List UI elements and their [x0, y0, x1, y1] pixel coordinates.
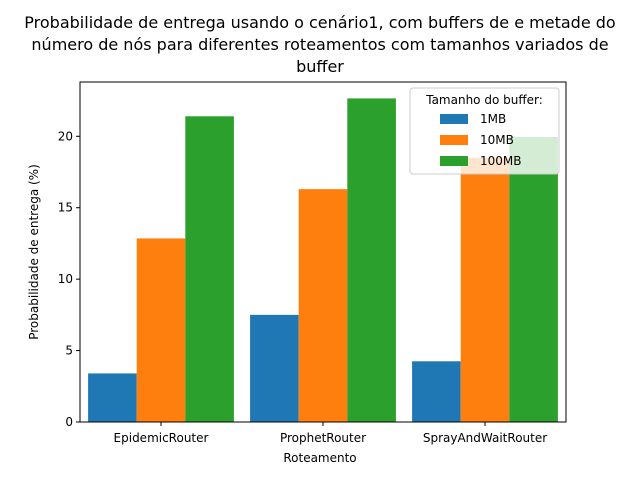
- bar-1MB-ProphetRouter: [250, 314, 299, 422]
- x-tick-label: EpidemicRouter: [114, 431, 209, 445]
- bar-100MB-SprayAndWaitRouter: [509, 137, 558, 422]
- legend-label-10MB: 10MB: [480, 133, 514, 147]
- x-tick-label: SprayAndWaitRouter: [423, 431, 547, 445]
- chart-title-line-2: número de nós para diferentes roteamento…: [31, 35, 608, 54]
- legend-title: Tamanho do buffer:: [425, 93, 543, 107]
- bar-10MB-ProphetRouter: [298, 189, 348, 422]
- legend-swatch-100MB: [440, 156, 468, 166]
- bar-100MB-ProphetRouter: [347, 98, 396, 422]
- bar-10MB-SprayAndWaitRouter: [460, 157, 510, 422]
- legend: Tamanho do buffer: 1MB 10MB 100MB: [409, 87, 560, 175]
- legend-label-100MB: 100MB: [480, 154, 522, 168]
- x-tick-label: ProphetRouter: [280, 431, 366, 445]
- bar-1MB-EpidemicRouter: [88, 373, 137, 422]
- bars-group: [88, 98, 558, 423]
- y-tick-label: 15: [58, 201, 73, 215]
- y-tick-label: 20: [58, 129, 73, 143]
- y-axis-label: Probabilidade de entrega (%): [27, 164, 41, 340]
- x-axis-label: Roteamento: [283, 451, 356, 465]
- axes-group: 0 5 10 15 20 EpidemicRouter ProphetRouter Spray…: [58, 81, 567, 445]
- bar-100MB-EpidemicRouter: [185, 116, 234, 423]
- legend-swatch-1MB: [440, 114, 468, 124]
- y-tick-label: 0: [65, 415, 73, 429]
- y-tick-label: 10: [58, 272, 73, 286]
- legend-swatch-10MB: [440, 135, 468, 145]
- bar-10MB-EpidemicRouter: [136, 238, 186, 422]
- y-tick-label: 5: [65, 344, 73, 358]
- legend-label-1MB: 1MB: [480, 112, 506, 126]
- chart-title-line-1: Probabilidade de entrega usando o cenári…: [24, 13, 615, 32]
- chart-title-line-3: buffer: [296, 57, 344, 76]
- chart-title: Probabilidade de entrega usando o cenári…: [24, 13, 615, 76]
- legend-box: [409, 87, 560, 175]
- bar-1MB-SprayAndWaitRouter: [412, 361, 461, 422]
